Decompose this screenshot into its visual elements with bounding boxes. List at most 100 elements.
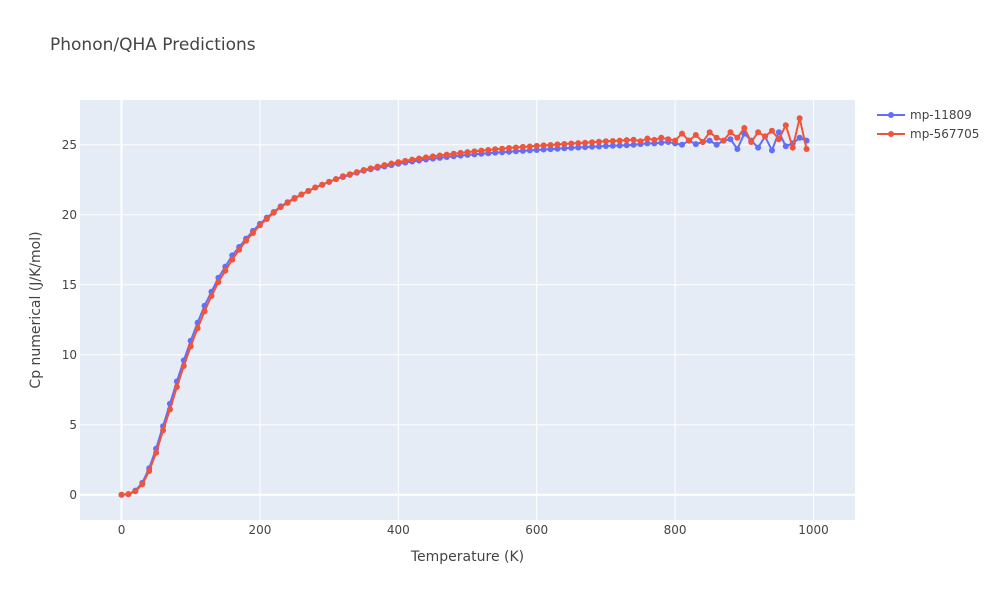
data-point [181, 363, 187, 369]
data-point [783, 143, 789, 149]
data-point [541, 142, 547, 148]
data-point [693, 141, 699, 147]
data-point [319, 182, 325, 188]
x-tick-label: 400 [387, 523, 410, 537]
data-point [312, 185, 318, 191]
data-point [278, 204, 284, 210]
data-point [499, 146, 505, 152]
legend[interactable]: mp-11809 mp-567705 [877, 108, 979, 141]
data-point [444, 152, 450, 158]
data-point [132, 488, 138, 494]
data-point [347, 171, 353, 177]
data-point [548, 142, 554, 148]
data-point [700, 139, 706, 145]
plot-area [80, 100, 855, 520]
data-point [478, 148, 484, 154]
data-point [679, 131, 685, 137]
data-point [755, 129, 761, 135]
data-point [734, 135, 740, 141]
data-point [534, 143, 540, 149]
data-point [236, 247, 242, 253]
data-point [250, 230, 256, 236]
data-point [797, 115, 803, 121]
data-point [139, 481, 145, 487]
data-point [146, 468, 152, 474]
legend-item[interactable]: mp-11809 [877, 108, 972, 122]
data-point [672, 138, 678, 144]
data-point [326, 179, 332, 185]
data-point [658, 135, 664, 141]
data-point [603, 138, 609, 144]
x-tick-label: 800 [664, 523, 687, 537]
data-point [174, 384, 180, 390]
data-point [409, 157, 415, 163]
data-point [554, 141, 560, 147]
data-point [637, 138, 643, 144]
data-point [368, 165, 374, 171]
legend-item[interactable]: mp-567705 [877, 127, 979, 141]
data-point [292, 196, 298, 202]
data-point [776, 136, 782, 142]
data-point [430, 153, 436, 159]
data-point [762, 133, 768, 139]
data-point [755, 145, 761, 151]
y-tick-label: 15 [62, 278, 77, 292]
data-point [707, 138, 713, 144]
data-point [686, 138, 692, 144]
data-point [416, 156, 422, 162]
data-point [215, 279, 221, 285]
data-point [492, 146, 498, 152]
data-point [451, 151, 457, 157]
x-axis-title: Temperature (K) [410, 549, 524, 565]
y-axis-title: Cp numerical (J/K/mol) [28, 231, 44, 388]
data-point [797, 135, 803, 141]
y-tick-label: 5 [69, 418, 77, 432]
x-tick-label: 600 [525, 523, 548, 537]
data-point [160, 427, 166, 433]
data-point [298, 192, 304, 198]
data-point [333, 176, 339, 182]
data-point [561, 141, 567, 147]
data-point [568, 141, 574, 147]
data-point [582, 140, 588, 146]
data-point [665, 136, 671, 142]
data-point [769, 147, 775, 153]
data-point [354, 169, 360, 175]
data-point [783, 122, 789, 128]
data-point [471, 148, 477, 154]
data-point [727, 136, 733, 142]
x-tick-labels: 0 200 400 600 800 1000 [118, 523, 829, 537]
data-point [693, 132, 699, 138]
data-point [714, 135, 720, 141]
data-point [402, 158, 408, 164]
data-point [423, 154, 429, 160]
data-point [727, 129, 733, 135]
data-point [741, 125, 747, 131]
y-tick-label: 10 [62, 348, 77, 362]
data-point [714, 142, 720, 148]
data-point [208, 293, 214, 299]
data-point [285, 200, 291, 206]
data-point [506, 145, 512, 151]
data-point [243, 238, 249, 244]
data-point [458, 150, 464, 156]
data-point [388, 161, 394, 167]
data-point [610, 138, 616, 144]
y-tick-label: 25 [62, 138, 77, 152]
data-point [375, 164, 381, 170]
legend-label: mp-11809 [910, 108, 972, 122]
data-point [395, 159, 401, 165]
data-point [520, 144, 526, 150]
data-point [188, 343, 194, 349]
data-point [271, 210, 277, 216]
data-point [596, 139, 602, 145]
data-point [527, 143, 533, 149]
data-point [575, 140, 581, 146]
data-point [513, 144, 519, 150]
data-point [340, 173, 346, 179]
data-point [222, 268, 228, 274]
x-tick-label: 200 [248, 523, 271, 537]
legend-marker [888, 131, 894, 137]
data-point [589, 139, 595, 145]
